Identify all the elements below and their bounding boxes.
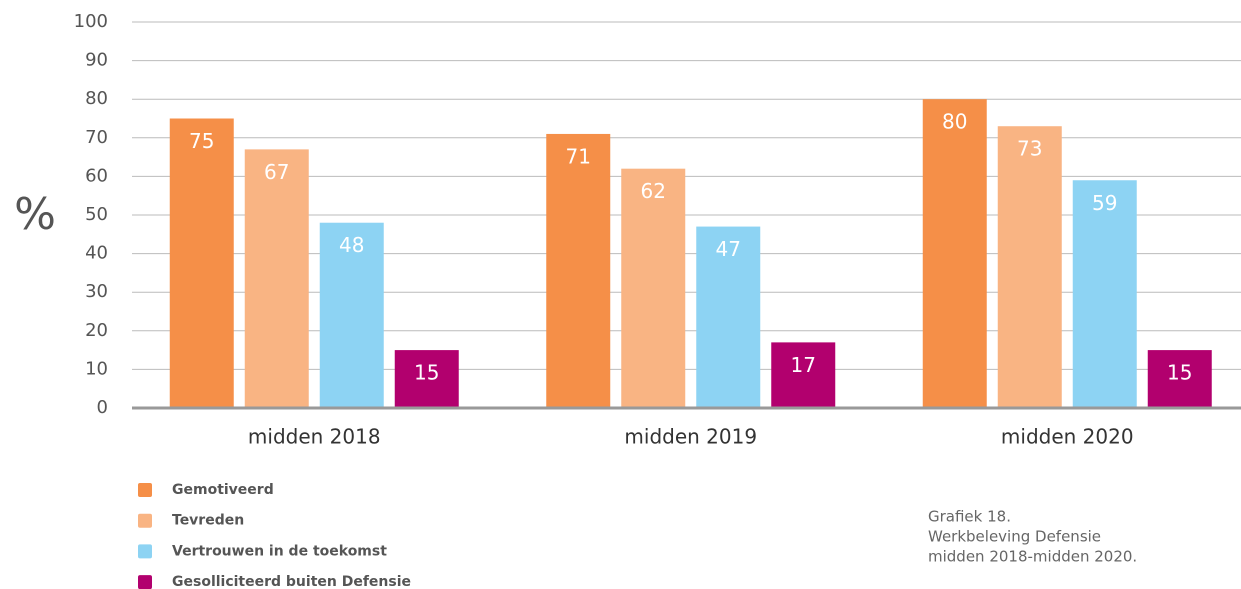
caption: Grafiek 18. xyxy=(928,508,1011,526)
y-axis-label: % xyxy=(14,189,56,240)
x-tick-label: midden 2018 xyxy=(248,425,381,449)
y-tick-label: 40 xyxy=(85,243,108,264)
value-label: 15 xyxy=(1167,361,1192,385)
value-label: 48 xyxy=(339,233,364,257)
x-tick-label: midden 2020 xyxy=(1001,425,1134,449)
bar xyxy=(771,342,836,408)
value-label: 75 xyxy=(189,129,214,153)
legend-label: Vertrouwen in de toekomst xyxy=(172,543,387,559)
y-tick-label: 100 xyxy=(74,11,108,32)
legend-swatch xyxy=(138,544,152,559)
legend-label: Gesolliciteerd buiten Defensie xyxy=(172,574,411,589)
y-tick-label: 0 xyxy=(97,397,108,418)
value-label: 62 xyxy=(641,179,666,203)
bar xyxy=(1147,350,1212,408)
legend-swatch xyxy=(138,575,152,589)
y-tick-label: 90 xyxy=(85,50,108,71)
legend-swatch xyxy=(138,483,152,497)
bar xyxy=(546,133,611,408)
bar xyxy=(319,222,384,408)
value-label: 67 xyxy=(264,160,289,184)
y-tick-label: 70 xyxy=(85,127,108,148)
value-label: 47 xyxy=(716,237,741,261)
bar xyxy=(621,168,686,408)
caption: Werkbeleving Defensie xyxy=(928,528,1101,546)
legend-label: Tevreden xyxy=(172,513,244,529)
bar xyxy=(1072,180,1137,408)
value-label: 15 xyxy=(414,361,439,385)
x-tick-label: midden 2019 xyxy=(624,425,757,449)
y-tick-label: 20 xyxy=(85,320,108,341)
legend-swatch xyxy=(138,513,152,528)
y-tick-label: 60 xyxy=(85,165,108,186)
bar xyxy=(169,118,234,408)
bar xyxy=(997,126,1062,408)
bar xyxy=(922,99,987,408)
bar xyxy=(394,350,459,408)
value-label: 17 xyxy=(791,353,816,377)
value-label: 71 xyxy=(566,144,591,168)
y-tick-label: 50 xyxy=(85,204,108,225)
bar xyxy=(244,149,309,408)
y-tick-label: 80 xyxy=(85,88,108,109)
caption: midden 2018-midden 2020. xyxy=(928,548,1137,566)
value-label: 73 xyxy=(1017,137,1042,161)
y-tick-label: 30 xyxy=(85,281,108,302)
value-label: 80 xyxy=(942,110,967,134)
y-tick-label: 10 xyxy=(85,358,108,379)
legend-label: Gemotiveerd xyxy=(172,482,274,498)
value-label: 59 xyxy=(1092,191,1117,215)
bar xyxy=(696,226,761,408)
